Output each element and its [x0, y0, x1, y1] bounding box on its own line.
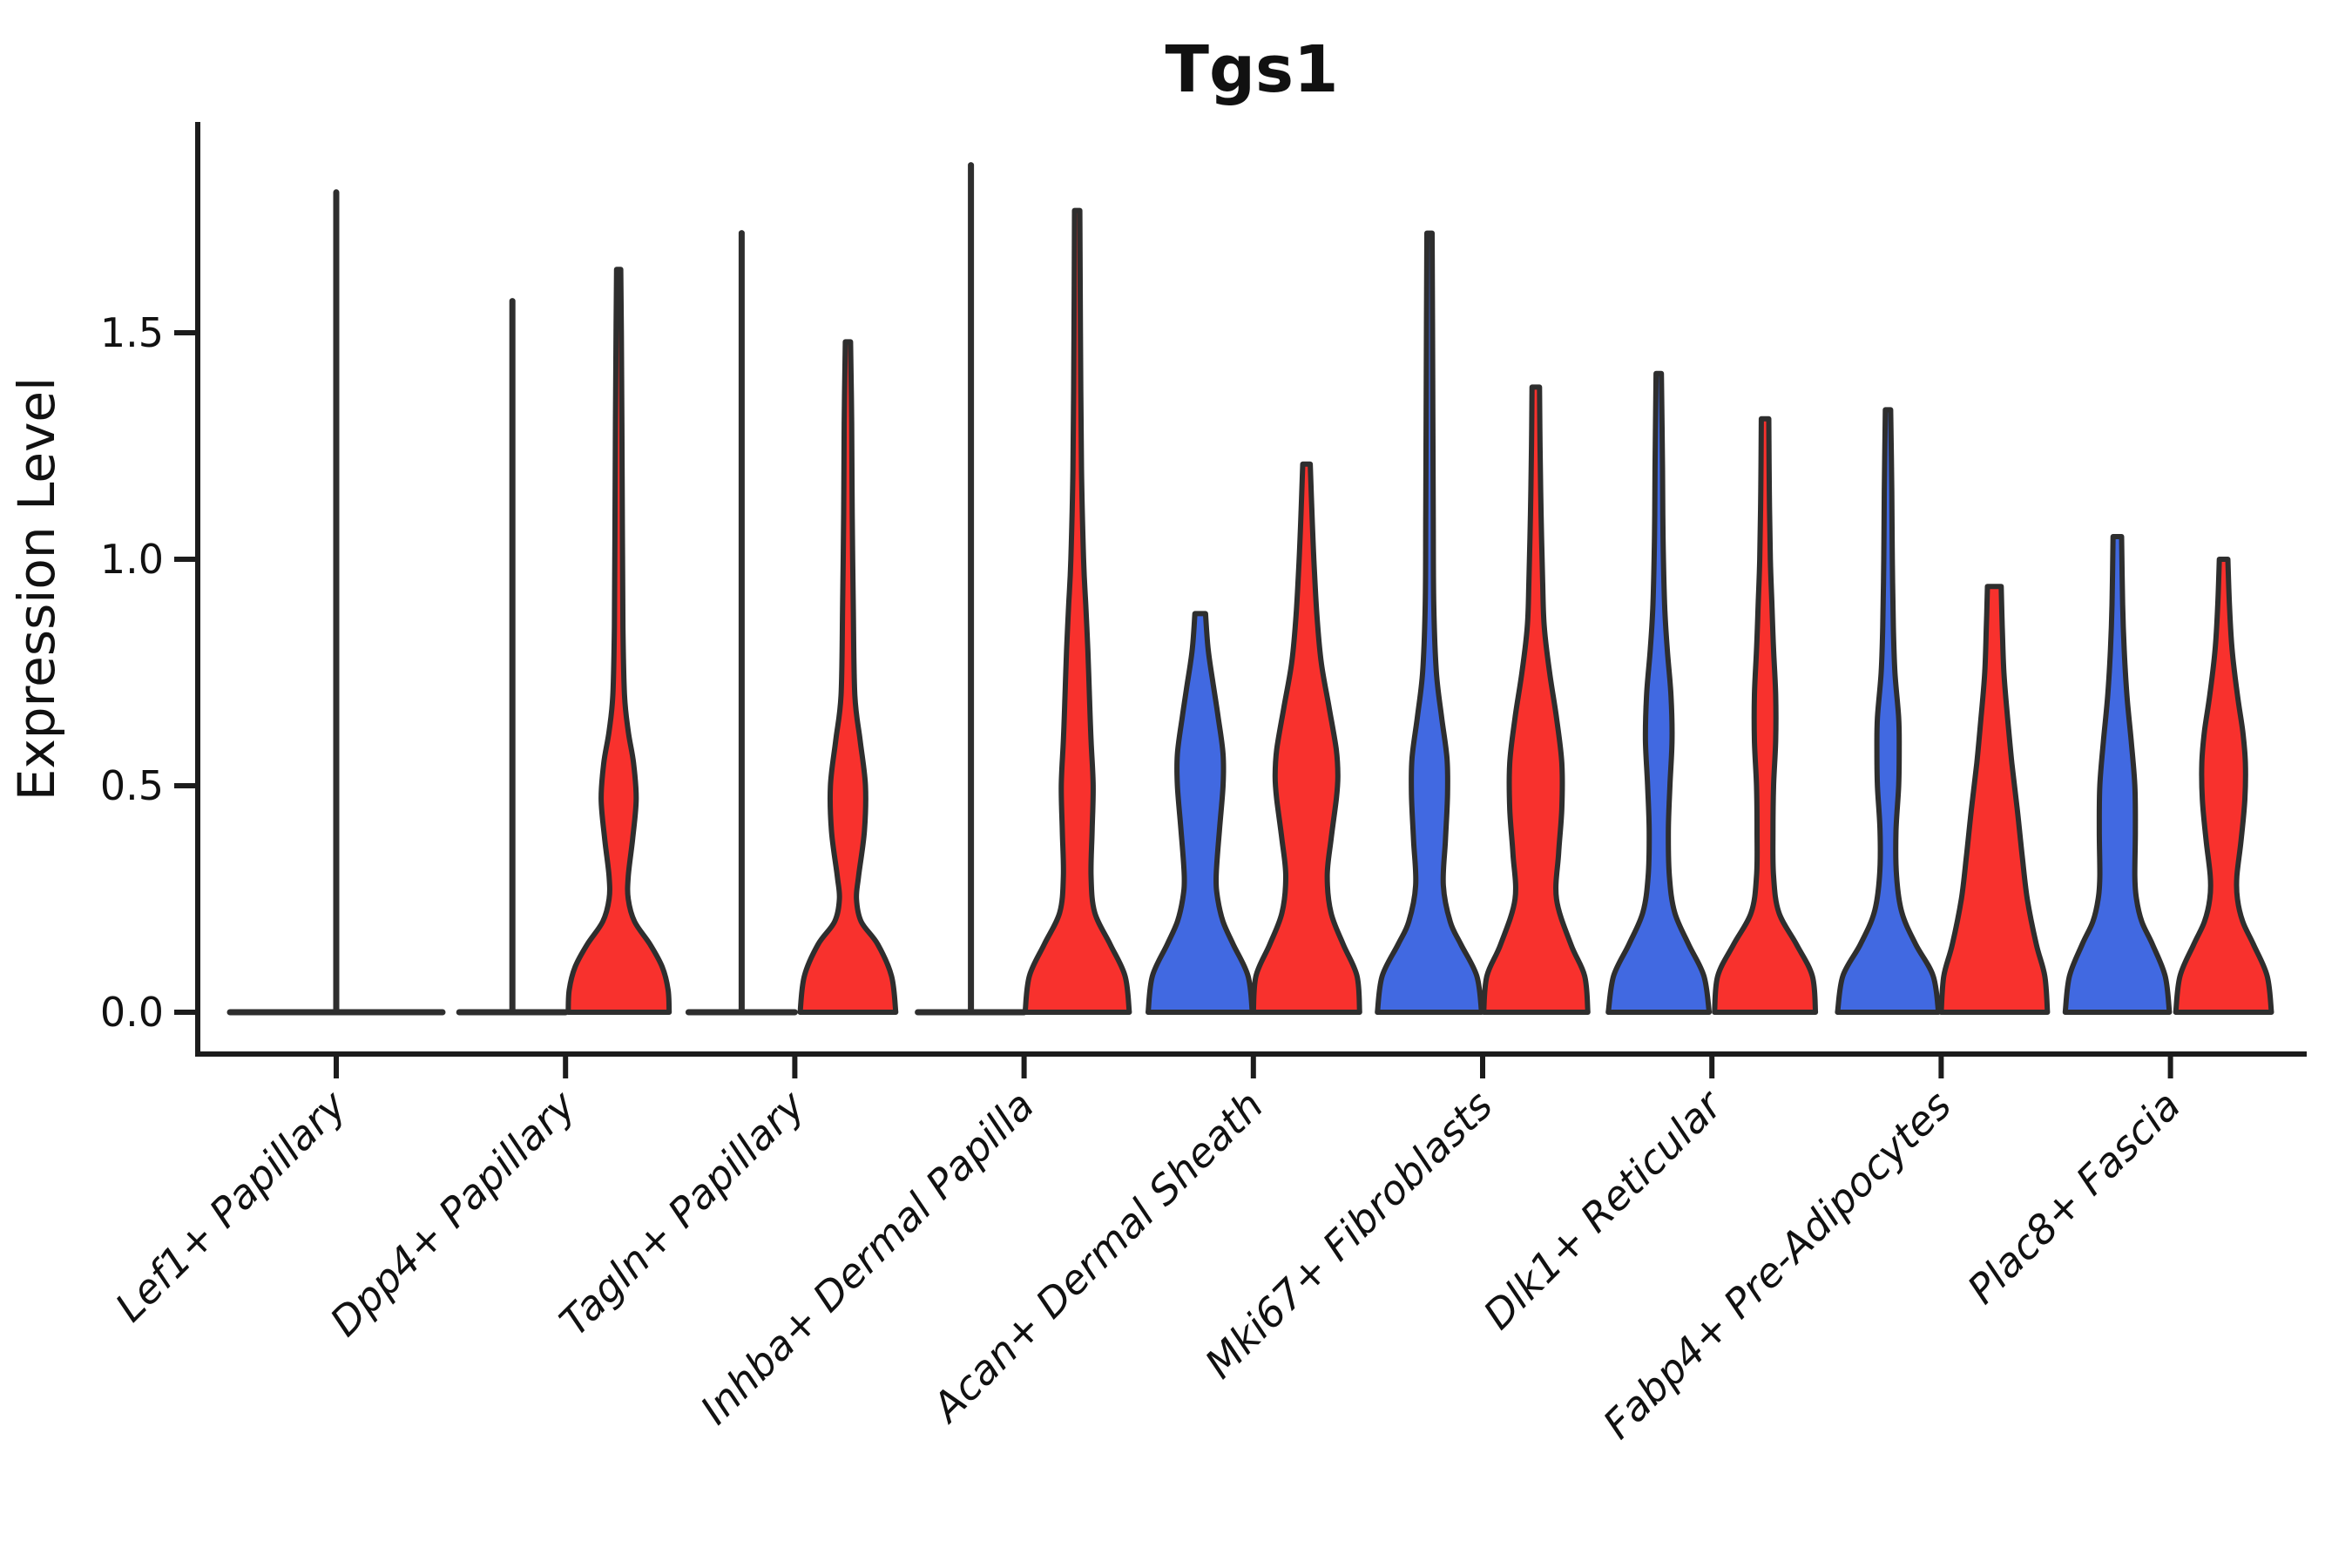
x-category-label: Tagln+ Papillary — [551, 1081, 814, 1345]
violin-blue-plac8-fascia — [2062, 534, 2173, 1015]
violin-blue-dlk1-reticular — [1605, 370, 1713, 1015]
y-tick-label: 1.5 — [100, 309, 164, 356]
violin-red-plac8-fascia — [2173, 557, 2274, 1015]
violins-layer — [226, 162, 2274, 1016]
violin-red-fabp4-pre-adipocytes — [1938, 584, 2051, 1015]
x-category-label: Plac8+ Fascia — [1958, 1082, 2189, 1313]
violin-blue-mki67-fibroblasts — [1375, 230, 1484, 1015]
violin-red-mki67-fibroblasts — [1481, 384, 1591, 1015]
x-category-label: Lef1+ Papillary — [106, 1081, 355, 1330]
violin-blue-fabp4-pre-adipocytes — [1835, 407, 1942, 1015]
violin-blue-acan-dermal-sheath — [1146, 611, 1255, 1015]
y-axis-label: Expression Level — [7, 377, 66, 801]
y-tick-label: 0.5 — [100, 762, 164, 809]
chart-title: Tgs1 — [1166, 32, 1339, 107]
violin-red-dpp4-papillary — [565, 267, 672, 1015]
violin-red-acan-dermal-sheath — [1250, 461, 1362, 1015]
violin-red-dlk1-reticular — [1712, 416, 1819, 1015]
y-tick-label: 0.0 — [100, 989, 164, 1036]
violin-red-inhba-dermal-papilla — [1022, 207, 1132, 1015]
x-category-label: Dlk1+ Reticular — [1474, 1079, 1733, 1338]
y-tick-label: 1.0 — [100, 536, 164, 583]
y-ticks-layer: 0.0 0.5 1.0 1.5 — [100, 309, 198, 1036]
violin-red-tagln-papillary — [797, 339, 899, 1015]
x-category-label: Dpp4+ Papillary — [321, 1081, 585, 1345]
